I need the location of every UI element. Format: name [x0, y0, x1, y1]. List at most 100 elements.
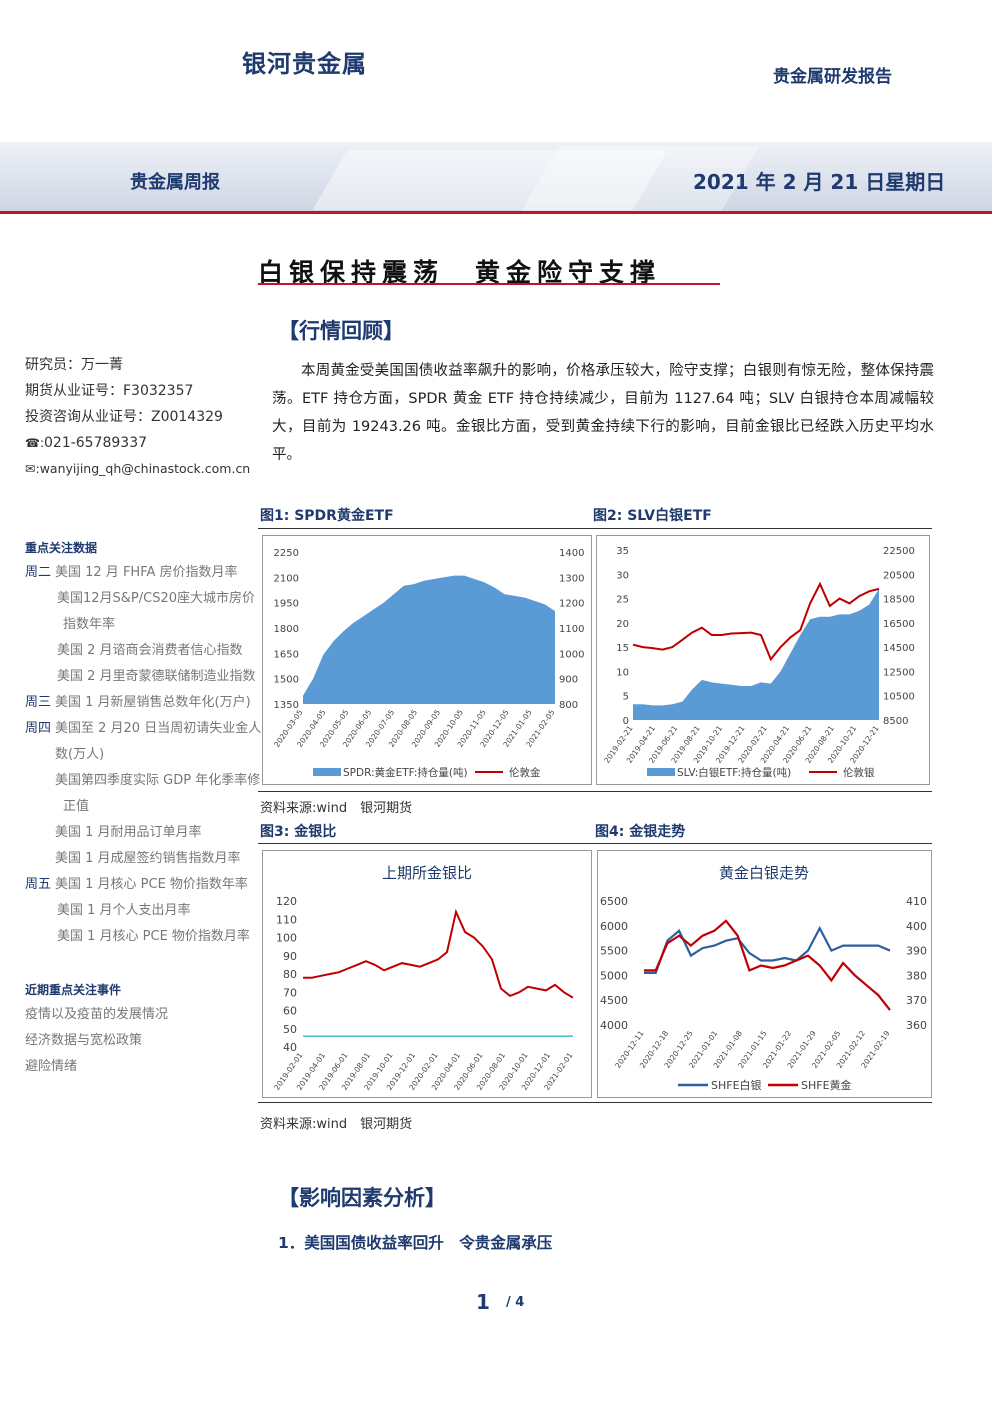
key-data-row: 美国 1 月成屋签约销售指数月率 — [25, 846, 265, 872]
events-list: 疫情以及疫苗的发展情况 经济数据与宽松政策 避险情绪 — [25, 1002, 265, 1080]
key-data-item: 正值 — [63, 799, 90, 814]
y-left-tick: 6500 — [600, 895, 628, 908]
y-left-tick: 35 — [616, 546, 629, 557]
event-item: 避险情绪 — [25, 1059, 78, 1074]
key-data-day: 周二 — [25, 565, 52, 580]
legend-area-label: SPDR:黄金ETF:持仓量(吨) — [343, 766, 468, 779]
key-data-item: 美国 1 月新屋销售总数年化(万户) — [55, 695, 251, 710]
analyst-info: 研究员：万一菁 期货从业证号：F3032357 投资咨询从业证号：Z001432… — [25, 352, 265, 482]
key-data-row: 美国 2 月里奇蒙德联储制造业指数 — [25, 664, 265, 690]
y-right-tick: 380 — [906, 969, 927, 982]
key-data-day — [25, 586, 55, 612]
y-right-tick: 400 — [906, 920, 927, 933]
key-data-day — [25, 794, 55, 820]
y-right-tick: 1100 — [559, 624, 584, 635]
series-area — [633, 588, 879, 720]
chart-ratio: 上期所金银比4050607080901001101202019-02-01201… — [272, 864, 575, 1092]
key-data-row: 美国 2 月谘商会消费者信心指数 — [25, 638, 265, 664]
title-underline — [258, 283, 720, 285]
y-right-tick: 370 — [906, 994, 927, 1007]
y-right-tick: 22500 — [883, 546, 915, 557]
phone-icon: ☎: — [25, 436, 44, 450]
section-heading-review: 【行情回顾】 — [278, 319, 404, 343]
y-left-tick: 15 — [616, 643, 629, 654]
series-line — [303, 908, 574, 999]
y-right-tick: 900 — [559, 675, 578, 686]
y-right-tick: 410 — [906, 895, 927, 908]
key-data-item: 美国 2 月谘商会消费者信心指数 — [57, 643, 243, 658]
chart-trend-frame: 黄金白银走势 4000 4500 5000 5500 6000 6500 360 370 380 3… — [597, 850, 932, 1098]
y-tick: 60 — [283, 1005, 297, 1018]
legend-area-swatch — [313, 768, 341, 776]
y-right-tick: 14500 — [883, 643, 915, 654]
figure-3-label: 图3: 金银比 — [260, 824, 337, 840]
key-data-row: 美国第四季度实际 GDP 年化季率修 — [25, 768, 265, 794]
y-right-tick: 360 — [906, 1019, 927, 1032]
key-data-row: 美国12月S&P/CS20座大城市房价 — [25, 586, 265, 612]
brand-name: 银河贵金属 — [242, 50, 367, 78]
legend-area-swatch — [647, 768, 675, 776]
y-right-tick: 1000 — [559, 649, 584, 660]
report-date: 2021 年 2 月 21 日星期日 — [693, 170, 946, 194]
key-data-row: 美国 1 月个人支出月率 — [25, 898, 265, 924]
y-tick: 120 — [276, 895, 297, 908]
key-data-item: 美国 1 月耐用品订单月率 — [55, 825, 202, 840]
key-data-row: 数(万人) — [25, 742, 265, 768]
y-right-tick: 20500 — [883, 570, 915, 581]
key-data-row: 正值 — [25, 794, 265, 820]
y-left-tick: 1350 — [274, 700, 299, 711]
series-line — [644, 925, 891, 974]
key-data-item: 美国12月S&P/CS20座大城市房价 — [57, 591, 256, 606]
analyst-email[interactable]: ✉:wanyijing_qh@chinastock.com.cn — [25, 461, 251, 476]
key-data-row: 周二 美国 12 月 FHFA 房价指数月率 — [25, 560, 265, 586]
y-right-tick: 18500 — [883, 595, 915, 606]
key-data-item: 美国 12 月 FHFA 房价指数月率 — [55, 565, 238, 580]
page-total: / 4 — [506, 1295, 525, 1310]
key-data-item: 美国 1 月核心 PCE 物价指数年率 — [55, 877, 248, 892]
key-data-list: 周二 美国 12 月 FHFA 房价指数月率美国12月S&P/CS20座大城市房价… — [25, 560, 265, 950]
y-right-tick: 1200 — [559, 599, 584, 610]
y-left-tick: 1950 — [274, 599, 299, 610]
key-data-item: 美国至 2 月20 日当周初请失业金人 — [55, 721, 262, 736]
y-tick: 50 — [283, 1023, 297, 1036]
key-data-day: 周五 — [25, 877, 52, 892]
y-left-tick: 4000 — [600, 1019, 628, 1032]
y-left-tick: 30 — [616, 570, 629, 581]
y-right-tick: 12500 — [883, 667, 915, 678]
section-heading-factors: 【影响因素分析】 — [278, 1186, 446, 1210]
key-data-item: 美国 1 月核心 PCE 物价指数月率 — [57, 929, 250, 944]
y-left-tick: 0 — [623, 716, 629, 727]
y-left-tick: 1650 — [274, 649, 299, 660]
chart-title: 上期所金银比 — [382, 864, 472, 882]
figure-4-label: 图4: 金银走势 — [595, 824, 686, 840]
report-type: 贵金属研发报告 — [773, 67, 892, 87]
series-line — [644, 919, 891, 1011]
figure-2-label: 图2: SLV白银ETF — [593, 508, 712, 524]
y-left-tick: 5 — [623, 692, 629, 703]
legend-gold-label: SHFE黄金 — [801, 1078, 852, 1092]
y-right-tick: 800 — [559, 700, 578, 711]
y-left-tick: 25 — [616, 595, 629, 606]
legend-line-label: 伦敦银 — [843, 766, 875, 779]
key-data-item: 数(万人) — [55, 747, 105, 762]
y-left-tick: 1800 — [274, 624, 299, 635]
key-data-item: 美国 2 月里奇蒙德联储制造业指数 — [57, 669, 256, 684]
chart-trend: 黄金白银走势 4000 4500 5000 5500 6000 6500 360 370 380 3… — [600, 864, 927, 1092]
key-data-row: 美国 1 月核心 PCE 物价指数月率 — [25, 924, 265, 950]
key-data-day: 周四 — [25, 721, 52, 736]
chart-title: 黄金白银走势 — [719, 864, 809, 882]
key-data-day — [25, 742, 55, 768]
figure-row-1 — [258, 528, 932, 792]
y-left-tick: 10 — [616, 667, 629, 678]
y-left-tick: 4500 — [600, 994, 628, 1007]
y-left-tick: 6000 — [600, 920, 628, 933]
report-series: 贵金属周报 — [130, 172, 220, 193]
review-paragraph: 本周黄金受美国国债收益率飙升的影响，价格承压较大，险守支撑；白银则有惊无险，整体… — [272, 363, 934, 463]
chart-spdr: 1350 1500 1650 1800 1950 2100 2250 800 900 1000 11… — [272, 393, 584, 779]
analyst-license: 期货从业证号：F3032357 — [25, 383, 194, 399]
key-data-row: 指数年率 — [25, 612, 265, 638]
y-left-tick: 5500 — [600, 945, 628, 958]
chart-slv: 0 5 10 15 20 25 30 35 8500 10500 12500 14500 16500 18… — [602, 546, 915, 779]
y-right-tick: 8500 — [883, 716, 908, 727]
key-data-item: 指数年率 — [63, 617, 116, 632]
